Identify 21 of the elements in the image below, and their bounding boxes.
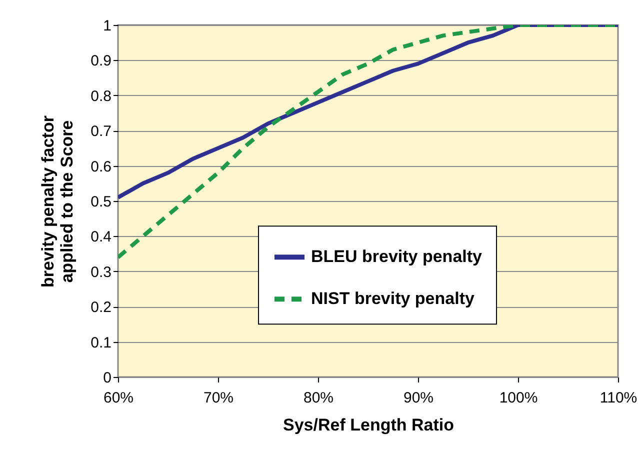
y-tick-label: 0.5 — [90, 194, 112, 210]
y-tick-label: 0.1 — [90, 334, 112, 352]
y-tick-label: 0.3 — [90, 264, 112, 281]
y-tick-label: 0.7 — [90, 123, 112, 140]
legend-label: NIST brevity penalty — [311, 289, 475, 308]
y-tick-label: 0.8 — [90, 88, 112, 105]
y-tick-label: 0.9 — [90, 52, 112, 70]
x-tick-label: 70% — [203, 390, 234, 406]
x-tick-label: 100% — [499, 390, 538, 406]
x-tick-label: 90% — [403, 390, 434, 406]
y-tick-label: 0.2 — [90, 299, 112, 316]
x-tick-label: 110% — [600, 390, 638, 406]
y-axis-title: brevity penalty factor applied to the Score — [38, 115, 77, 288]
legend-label: BLEU brevity penalty — [311, 247, 483, 266]
y-tick-label: 0.4 — [90, 228, 112, 246]
x-axis-title: Sys/Ref Length Ratio — [283, 416, 454, 434]
x-tick-label: 80% — [303, 390, 334, 406]
y-tick-label: 1 — [103, 18, 112, 34]
x-tick-label: 60% — [103, 390, 134, 406]
y-tick-label: 0 — [103, 370, 112, 386]
y-tick-label: 0.6 — [90, 158, 112, 176]
